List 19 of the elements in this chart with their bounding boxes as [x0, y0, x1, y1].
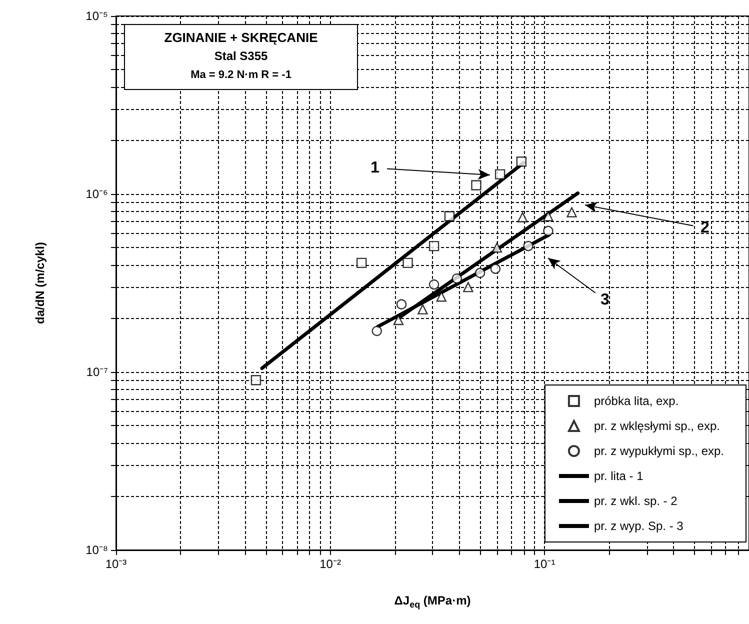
x-tick-label: 10⁻² [320, 557, 341, 571]
legend-label: pr. lita - 1 [594, 469, 644, 483]
y-tick-label: 10⁻⁸ [86, 543, 108, 557]
annotation: 2 [700, 220, 710, 236]
text-box: ZGINANIE + SKRĘCANIE Stal S355 Ma = 9.2 N·m R = -1 [124, 24, 358, 90]
y-tick-label: 10⁻⁷ [86, 365, 108, 379]
legend-label: pr. z wyp. Sp. - 3 [594, 519, 684, 533]
legend-label: pr. z wkl. sp. - 2 [594, 494, 678, 508]
y-axis-title: da/dN (m/cykl) [33, 242, 47, 324]
y-tick-label: 10⁻⁵ [86, 9, 108, 23]
legend-label: pr. z wklęsłymi sp., exp. [594, 419, 720, 433]
y-tick-label: 10⁻⁶ [86, 187, 108, 201]
x-tick-label: 10⁻¹ [534, 557, 556, 571]
annotation: 1 [370, 160, 380, 176]
x-tick-label: 10⁻³ [105, 557, 127, 571]
legend-label: pr. z wypukłymi sp., exp. [594, 444, 724, 458]
annotation: Ma = 9.2 N·m R = -1 [190, 68, 292, 83]
annotation: 3 [600, 292, 610, 308]
legend-label: próbka lita, exp. [594, 394, 679, 408]
